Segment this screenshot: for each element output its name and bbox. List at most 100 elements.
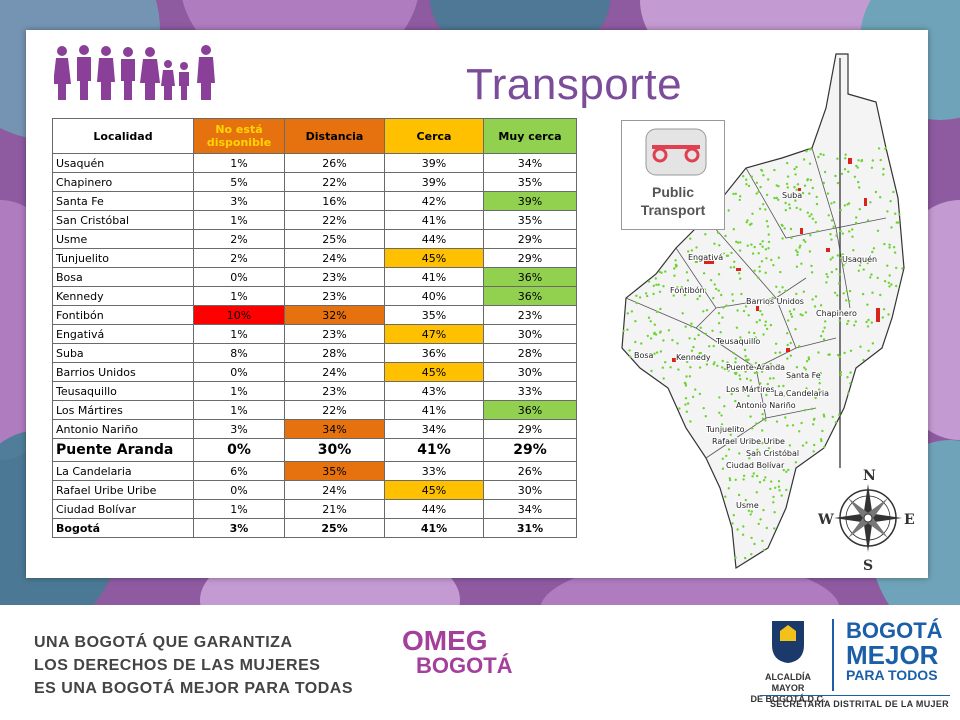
table-row: Chapinero 5% 22% 39% 35%: [52, 172, 577, 192]
alcaldia-text-2: DE BOGOTÁ D.C.: [750, 694, 826, 704]
people-icon: [54, 45, 215, 100]
cell-value: 45%: [384, 248, 484, 268]
cell-localidad: Barrios Unidos: [52, 362, 194, 382]
cell-localidad: Engativá: [52, 324, 194, 344]
cell-localidad: Bosa: [52, 267, 194, 287]
cell-localidad: Puente Aranda: [52, 438, 194, 462]
public-transport-label-2: Transport: [641, 202, 706, 218]
table-row: Teusaquillo 1% 23% 43% 33%: [52, 381, 577, 401]
cell-value: 21%: [284, 499, 385, 519]
page-title: Transporte: [466, 60, 683, 109]
cell-value: 45%: [384, 480, 484, 500]
map-label: Barrios Unidos: [746, 297, 804, 306]
cell-value: 29%: [483, 229, 577, 249]
bus-icon: Public Transport: [641, 128, 707, 218]
cell-value: 3%: [193, 419, 285, 439]
table-row: Usme 2% 25% 44% 29%: [52, 229, 577, 249]
map-label: Kennedy: [676, 353, 711, 362]
map-label: Engativá: [688, 253, 723, 262]
compass-s: S: [863, 558, 873, 570]
cell-value: 41%: [384, 400, 484, 420]
cell-localidad: Los Mártires: [52, 400, 194, 420]
cell-value: 29%: [483, 248, 577, 268]
slogan-line-2: LOS DERECHOS DE LAS MUJERES: [34, 657, 321, 674]
cell-value: 0%: [193, 480, 285, 500]
map-label: Bosa: [634, 351, 654, 360]
omeg-logo-line-1: OMEG: [402, 625, 488, 656]
omeg-logo-line-2: BOGOTÁ: [416, 653, 513, 678]
bmpt-line-1: BOGOTÁ: [846, 618, 943, 643]
table-row: Kennedy 1% 23% 40% 36%: [52, 286, 577, 306]
compass-rose-icon: N S E W: [817, 468, 915, 570]
cell-value: 44%: [384, 499, 484, 519]
cell-value: 32%: [284, 305, 385, 325]
cell-localidad: Kennedy: [52, 286, 194, 306]
map-label: Suba: [782, 191, 802, 200]
cell-value: 41%: [384, 438, 484, 462]
cell-value: 30%: [483, 480, 577, 500]
compass-w: W: [817, 512, 834, 528]
table-row: Ciudad Bolívar 1% 21% 44% 34%: [52, 499, 577, 519]
cell-value: 1%: [193, 381, 285, 401]
cell-value: 1%: [193, 324, 285, 344]
cell-value: 30%: [483, 324, 577, 344]
public-transport-box: Public Transport: [621, 120, 725, 230]
map-label: Puente Aranda: [726, 363, 785, 372]
secretaria-text: SECRETARÍA DISTRITAL DE LA MUJER: [770, 699, 949, 709]
cell-value: 43%: [384, 381, 484, 401]
table-row: Antonio Nariño 3% 34% 34% 29%: [52, 419, 577, 439]
cell-value: 0%: [193, 362, 285, 382]
col-header-no-disponible: No está disponible: [193, 118, 285, 154]
cell-value: 6%: [193, 461, 285, 481]
public-transport-label-1: Public: [652, 184, 694, 200]
table-header-row: Localidad No está disponible Distancia C…: [52, 118, 577, 154]
cell-value: 42%: [384, 191, 484, 211]
cell-localidad: Antonio Nariño: [52, 419, 194, 439]
table-row: Barrios Unidos 0% 24% 45% 30%: [52, 362, 577, 382]
cell-value: 34%: [483, 499, 577, 519]
cell-value: 16%: [284, 191, 385, 211]
cell-value: 23%: [284, 381, 385, 401]
cell-value: 1%: [193, 499, 285, 519]
cell-value: 24%: [284, 248, 385, 268]
cell-value: 0%: [193, 438, 285, 462]
table-row: Bogotá 3% 25% 41% 31%: [52, 518, 577, 538]
table-row: Santa Fe 3% 16% 42% 39%: [52, 191, 577, 211]
map-label: Teusaquillo: [715, 337, 760, 346]
cell-value: 1%: [193, 210, 285, 230]
table-row: Puente Aranda 0% 30% 41% 29%: [52, 438, 577, 462]
map-label: Antonio Nariño: [736, 401, 796, 410]
table-row: Tunjuelito 2% 24% 45% 29%: [52, 248, 577, 268]
cell-value: 23%: [284, 324, 385, 344]
cell-value: 35%: [384, 305, 484, 325]
cell-localidad: Chapinero: [52, 172, 194, 192]
cell-value: 41%: [384, 518, 484, 538]
table-row: Los Mártires 1% 22% 41% 36%: [52, 400, 577, 420]
cell-value: 33%: [384, 461, 484, 481]
bmpt-line-2: MEJOR: [846, 640, 939, 670]
col-header-cerca: Cerca: [384, 118, 484, 154]
cell-localidad: Usme: [52, 229, 194, 249]
cell-localidad: Rafael Uribe Uribe: [52, 480, 194, 500]
map-label: San Cristóbal: [746, 448, 799, 458]
map-label: Los Mártires: [726, 385, 775, 394]
cell-value: 30%: [284, 438, 385, 462]
cell-value: 35%: [483, 210, 577, 230]
coat-of-arms-icon: [772, 621, 804, 663]
cell-localidad: Santa Fe: [52, 191, 194, 211]
table-row: Engativá 1% 23% 47% 30%: [52, 324, 577, 344]
cell-value: 10%: [193, 305, 285, 325]
slogan-line-1: UNA BOGOTÁ QUE GARANTIZA: [34, 634, 293, 651]
bogota-mejor-logo: BOGOTÁ MEJOR PARA TODOS: [846, 618, 946, 684]
footer-divider: [832, 619, 834, 691]
col-header-distancia: Distancia: [284, 118, 385, 154]
map-label: Usme: [736, 501, 759, 510]
cell-localidad: Fontibón: [52, 305, 194, 325]
cell-value: 39%: [384, 153, 484, 173]
map-label: Ciudad Bolívar: [726, 461, 785, 470]
cell-value: 25%: [284, 229, 385, 249]
table-row: Fontibón 10% 32% 35% 23%: [52, 305, 577, 325]
map-label: Tunjuelito: [705, 425, 745, 434]
cell-value: 26%: [284, 153, 385, 173]
col-header-localidad: Localidad: [52, 118, 194, 154]
